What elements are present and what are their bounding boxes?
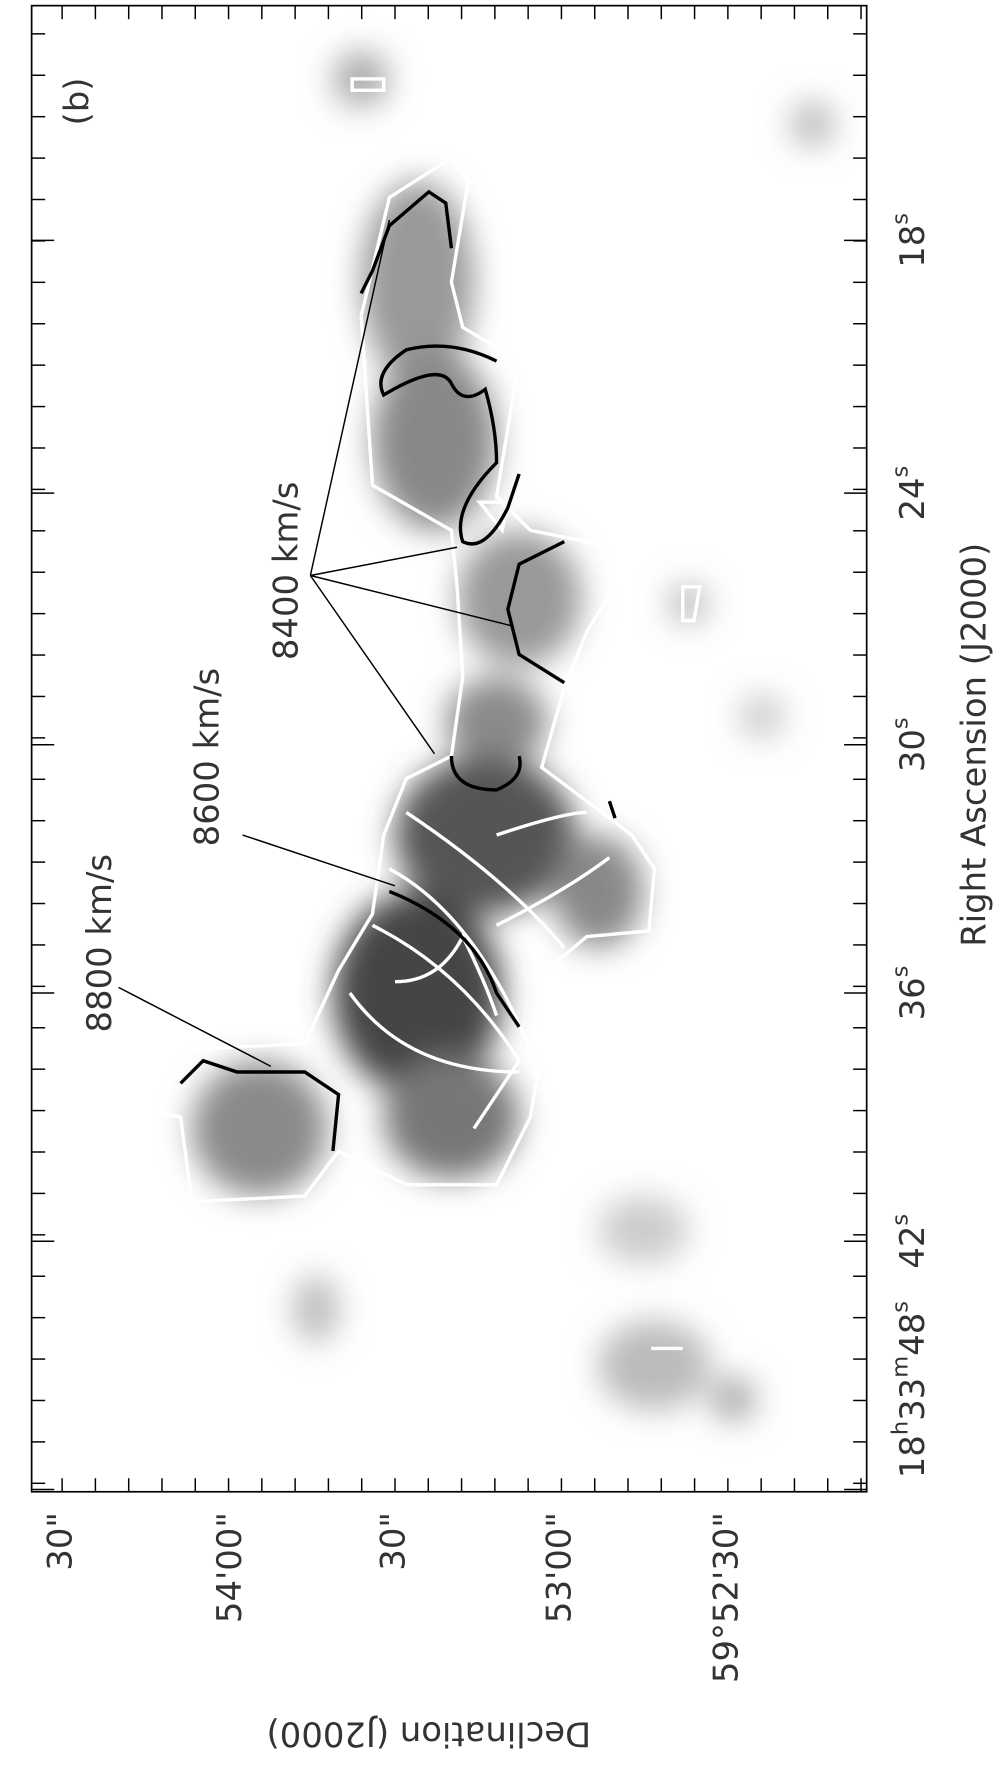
x-tick-label-part: 30: [893, 729, 932, 772]
panel-label: (b): [58, 78, 97, 126]
annotation: 8600 km/s: [187, 668, 226, 847]
x-tick-label: 24s: [887, 466, 932, 521]
x-tick-label-part: 48: [893, 1313, 932, 1356]
x-tick-label-part: 36: [893, 977, 932, 1020]
x-axis-title: Right Ascension (J2000): [955, 543, 994, 947]
x-tick-label-part: 33: [893, 1378, 932, 1421]
x-tick-label-part: 42: [893, 1226, 932, 1269]
x-tick-label-part: s: [887, 1214, 913, 1226]
x-tick-label-part: s: [887, 1301, 913, 1313]
x-tick-label: 18h33m48s: [887, 1301, 932, 1478]
y-axis-title: Declination (J2000): [267, 1715, 592, 1754]
x-tick-label: 42s: [887, 1214, 932, 1269]
x-tick-label: 18s: [887, 213, 932, 268]
x-tick-label: 30s: [887, 717, 932, 772]
x-tick-label: 36s: [887, 966, 932, 1021]
y-tick-label: 54'00": [210, 1512, 249, 1623]
annotation: 8400 km/s: [266, 482, 305, 661]
x-tick-label-part: s: [887, 966, 913, 978]
x-tick-label-part: m: [887, 1356, 913, 1378]
x-tick-label-part: 18: [893, 225, 932, 268]
map: [32, 6, 867, 1492]
y-tick-label: 53'00": [539, 1512, 578, 1623]
y-tick-label: 30": [41, 1512, 80, 1571]
figure: (b) 8800 km/s 8600 km/s 8400 km/s Right …: [0, 0, 1001, 1775]
y-tick-label: 30": [373, 1512, 412, 1571]
x-tick-label-part: 18: [893, 1435, 932, 1478]
x-tick-label-part: s: [887, 213, 913, 225]
y-tick-label: 59°52'30": [706, 1512, 745, 1683]
x-tick-label-part: s: [887, 717, 913, 729]
x-tick-label-part: h: [887, 1421, 913, 1435]
x-tick-label-part: s: [887, 466, 913, 478]
annotation: 8800 km/s: [80, 854, 119, 1033]
x-tick-label-part: 24: [893, 477, 932, 520]
